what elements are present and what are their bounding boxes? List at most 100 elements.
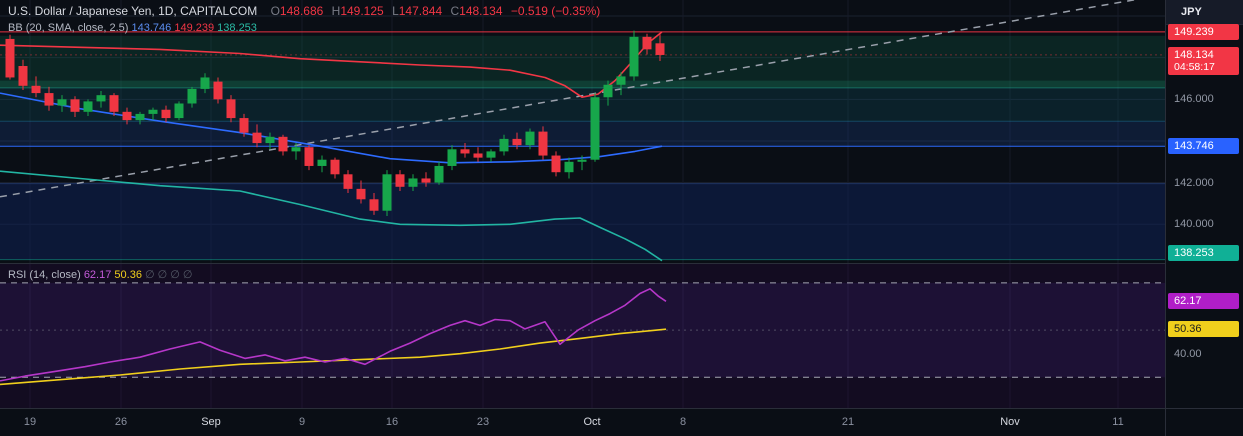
candle-down [213, 81, 223, 100]
candle-down [122, 111, 132, 121]
candle-down [642, 36, 652, 50]
candle-up [291, 147, 301, 152]
candle-up [499, 138, 509, 152]
ohlc-open-value: 148.686 [279, 4, 324, 18]
candle-up [200, 77, 210, 89]
candle-down [18, 66, 28, 86]
time-scale-label: 9 [298, 416, 306, 428]
candle-up [616, 76, 626, 85]
ohlc-close-value: 148.134 [459, 4, 503, 18]
bollinger-lower-value: 138.253 [217, 22, 257, 34]
rsi-title: RSI (14, close) [8, 269, 81, 281]
candle-up [486, 151, 496, 158]
price-zone [0, 121, 1165, 147]
rsi-line [0, 287, 667, 382]
time-scale-label: Oct [583, 416, 601, 428]
candle-down [369, 199, 379, 211]
price-badge: 148.134 04:58:17 [1168, 47, 1239, 75]
candle-up [317, 159, 327, 166]
candle-down [109, 95, 119, 112]
candle-down [44, 93, 54, 106]
countdown-timer: 04:58:17 [1174, 61, 1215, 73]
rsi-value: 62.17 [83, 269, 112, 281]
symbol-legend[interactable]: U.S. Dollar / Japanese Yen, 1D, CAPITALC… [8, 4, 600, 18]
axis-corner [1166, 408, 1243, 436]
candle-up [447, 149, 457, 166]
price-scale-label: 142.000 [1174, 177, 1214, 189]
candle-up [148, 109, 158, 114]
rsi-legend[interactable]: RSI (14, close) 62.17 50.36 ∅ ∅ ∅ ∅ [8, 268, 193, 281]
time-scale-label: 8 [679, 416, 687, 428]
candle-down [239, 118, 249, 133]
price-badge: 138.253 [1168, 245, 1239, 261]
ohlc-high-value: 149.125 [340, 4, 384, 18]
main-chart-svg [0, 0, 1165, 263]
ohlc-high-label: H [331, 4, 341, 18]
bollinger-legend[interactable]: BB (20, SMA, close, 2.5) 143.746 149.239… [8, 22, 257, 34]
candle-down [356, 188, 366, 200]
candle-up [187, 88, 197, 104]
candle-up [382, 174, 392, 211]
price-badge: 50.36 [1168, 321, 1239, 337]
candle-up [603, 84, 613, 98]
time-scale-label: 16 [385, 416, 399, 428]
candle-down [655, 43, 665, 55]
currency-toggle[interactable]: JPY [1166, 0, 1243, 25]
candle-up [174, 103, 184, 119]
price-zone [0, 183, 1165, 260]
candle-up [629, 36, 639, 77]
candle-up [265, 136, 275, 144]
candle-down [226, 99, 236, 119]
bollinger-title: BB (20, SMA, close, 2.5) [8, 22, 129, 34]
price-badge: 62.17 [1168, 293, 1239, 309]
candle-up [57, 99, 67, 106]
candle-down [473, 153, 483, 158]
ohlc-low-label: L [392, 4, 399, 18]
rsi-empty-plots: ∅ ∅ ∅ ∅ [145, 269, 193, 281]
price-scale-label: 146.000 [1174, 93, 1214, 105]
candle-up [590, 97, 600, 160]
price-zone [0, 35, 1165, 81]
bb-lower-line [0, 170, 663, 262]
candle-up [564, 161, 574, 173]
candle-down [5, 38, 15, 78]
candle-up [577, 159, 587, 162]
trendline[interactable] [0, 0, 1165, 198]
candle-down [421, 178, 431, 183]
bollinger-basis-value: 143.746 [131, 22, 172, 34]
ohlc-close-label: C [450, 4, 460, 18]
candle-up [135, 113, 145, 121]
candle-down [70, 99, 80, 112]
candle-down [551, 155, 561, 173]
time-axis[interactable]: 19 26 Sep 9 16 23 Oct 8 21 Nov 11 [0, 408, 1165, 436]
time-scale-label: 11 [1112, 416, 1124, 428]
price-badge: 143.746 [1168, 138, 1239, 154]
time-scale-label: 19 [23, 416, 37, 428]
time-scale-label: 26 [114, 416, 128, 428]
price-scale-label: 140.000 [1174, 218, 1214, 230]
candle-up [525, 131, 535, 146]
candle-down [161, 109, 171, 119]
price-scale-label: 40.00 [1174, 348, 1202, 360]
time-scale-label: Sep [201, 416, 221, 428]
rsi-pane[interactable]: RSI (14, close) 62.17 50.36 ∅ ∅ ∅ ∅ [0, 263, 1165, 408]
time-scale-label: Nov [1000, 416, 1020, 428]
candle-up [96, 95, 106, 102]
candle-down [512, 138, 522, 146]
candle-down [252, 132, 262, 144]
rsi-ma-line [0, 328, 667, 386]
price-axis[interactable]: JPY 146.000 142.000 140.000 40.00 149.239 148… [1165, 0, 1243, 436]
candle-down [538, 131, 548, 156]
candle-down [395, 174, 405, 187]
bb-basis-line [0, 92, 663, 164]
main-chart-pane[interactable]: U.S. Dollar / Japanese Yen, 1D, CAPITALC… [0, 0, 1165, 263]
symbol-title: U.S. Dollar / Japanese Yen, 1D, CAPITALC… [8, 4, 258, 18]
candle-up [434, 165, 444, 183]
price-badge: 149.239 [1168, 24, 1239, 40]
candle-down [31, 85, 41, 94]
candle-down [343, 174, 353, 189]
candle-down [278, 136, 288, 152]
price-zone [0, 80, 1165, 88]
ohlc-open-label: O [270, 4, 280, 18]
